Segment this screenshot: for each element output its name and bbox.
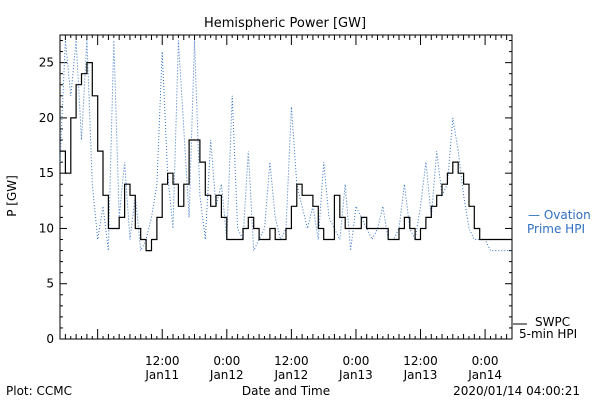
x-tick-label-time: 0:00 xyxy=(342,354,369,368)
plot-frame xyxy=(59,34,513,340)
footer-plot-credit: Plot: CCMC xyxy=(6,384,72,398)
y-tick-label: 0 xyxy=(46,332,54,346)
footer-timestamp: 2020/01/14 04:00:21 xyxy=(453,384,580,398)
y-tick-label: 10 xyxy=(39,221,54,235)
y-tick-label: 15 xyxy=(39,166,54,180)
ovation-prime-hpi-series-line xyxy=(59,40,512,253)
x-tick-label-date: Jan13 xyxy=(338,368,373,382)
y-axis-label: P [GW] xyxy=(5,175,19,217)
x-tick-label-time: 12:00 xyxy=(274,354,309,368)
legend-swpc-line2: 5-min HPI xyxy=(519,327,577,341)
x-tick-label-date: Jan13 xyxy=(403,368,438,382)
y-axis-ticks: 0 5 10 15 20 25 xyxy=(39,40,512,346)
x-tick-label-time: 0:00 xyxy=(472,354,499,368)
x-tick-label-time: 0:00 xyxy=(213,354,240,368)
y-tick-label: 5 xyxy=(46,277,54,291)
x-axis-ticks: 12:00Jan110:00Jan1212:00Jan120:00Jan1312… xyxy=(59,35,513,382)
x-tick-label-date: Jan14 xyxy=(467,368,502,382)
x-tick-label-date: Jan11 xyxy=(144,368,179,382)
y-tick-label: 20 xyxy=(39,111,54,125)
x-tick-label-time: 12:00 xyxy=(145,354,180,368)
legend-swpc-line1: SWPC xyxy=(535,315,570,329)
x-tick-label-time: 12:00 xyxy=(403,354,438,368)
swpc-hpi-series-line xyxy=(60,61,512,252)
series-lines xyxy=(59,40,512,253)
y-tick-label: 25 xyxy=(39,56,54,70)
chart-title: Hemispheric Power [GW] xyxy=(204,16,366,31)
x-tick-label-date: Jan12 xyxy=(273,368,308,382)
legend-ovation-line2: Prime HPI xyxy=(527,222,585,236)
x-axis-label: Date and Time xyxy=(242,384,330,398)
legend-ovation-line1: — Ovation xyxy=(528,208,591,222)
x-tick-label-date: Jan12 xyxy=(209,368,244,382)
